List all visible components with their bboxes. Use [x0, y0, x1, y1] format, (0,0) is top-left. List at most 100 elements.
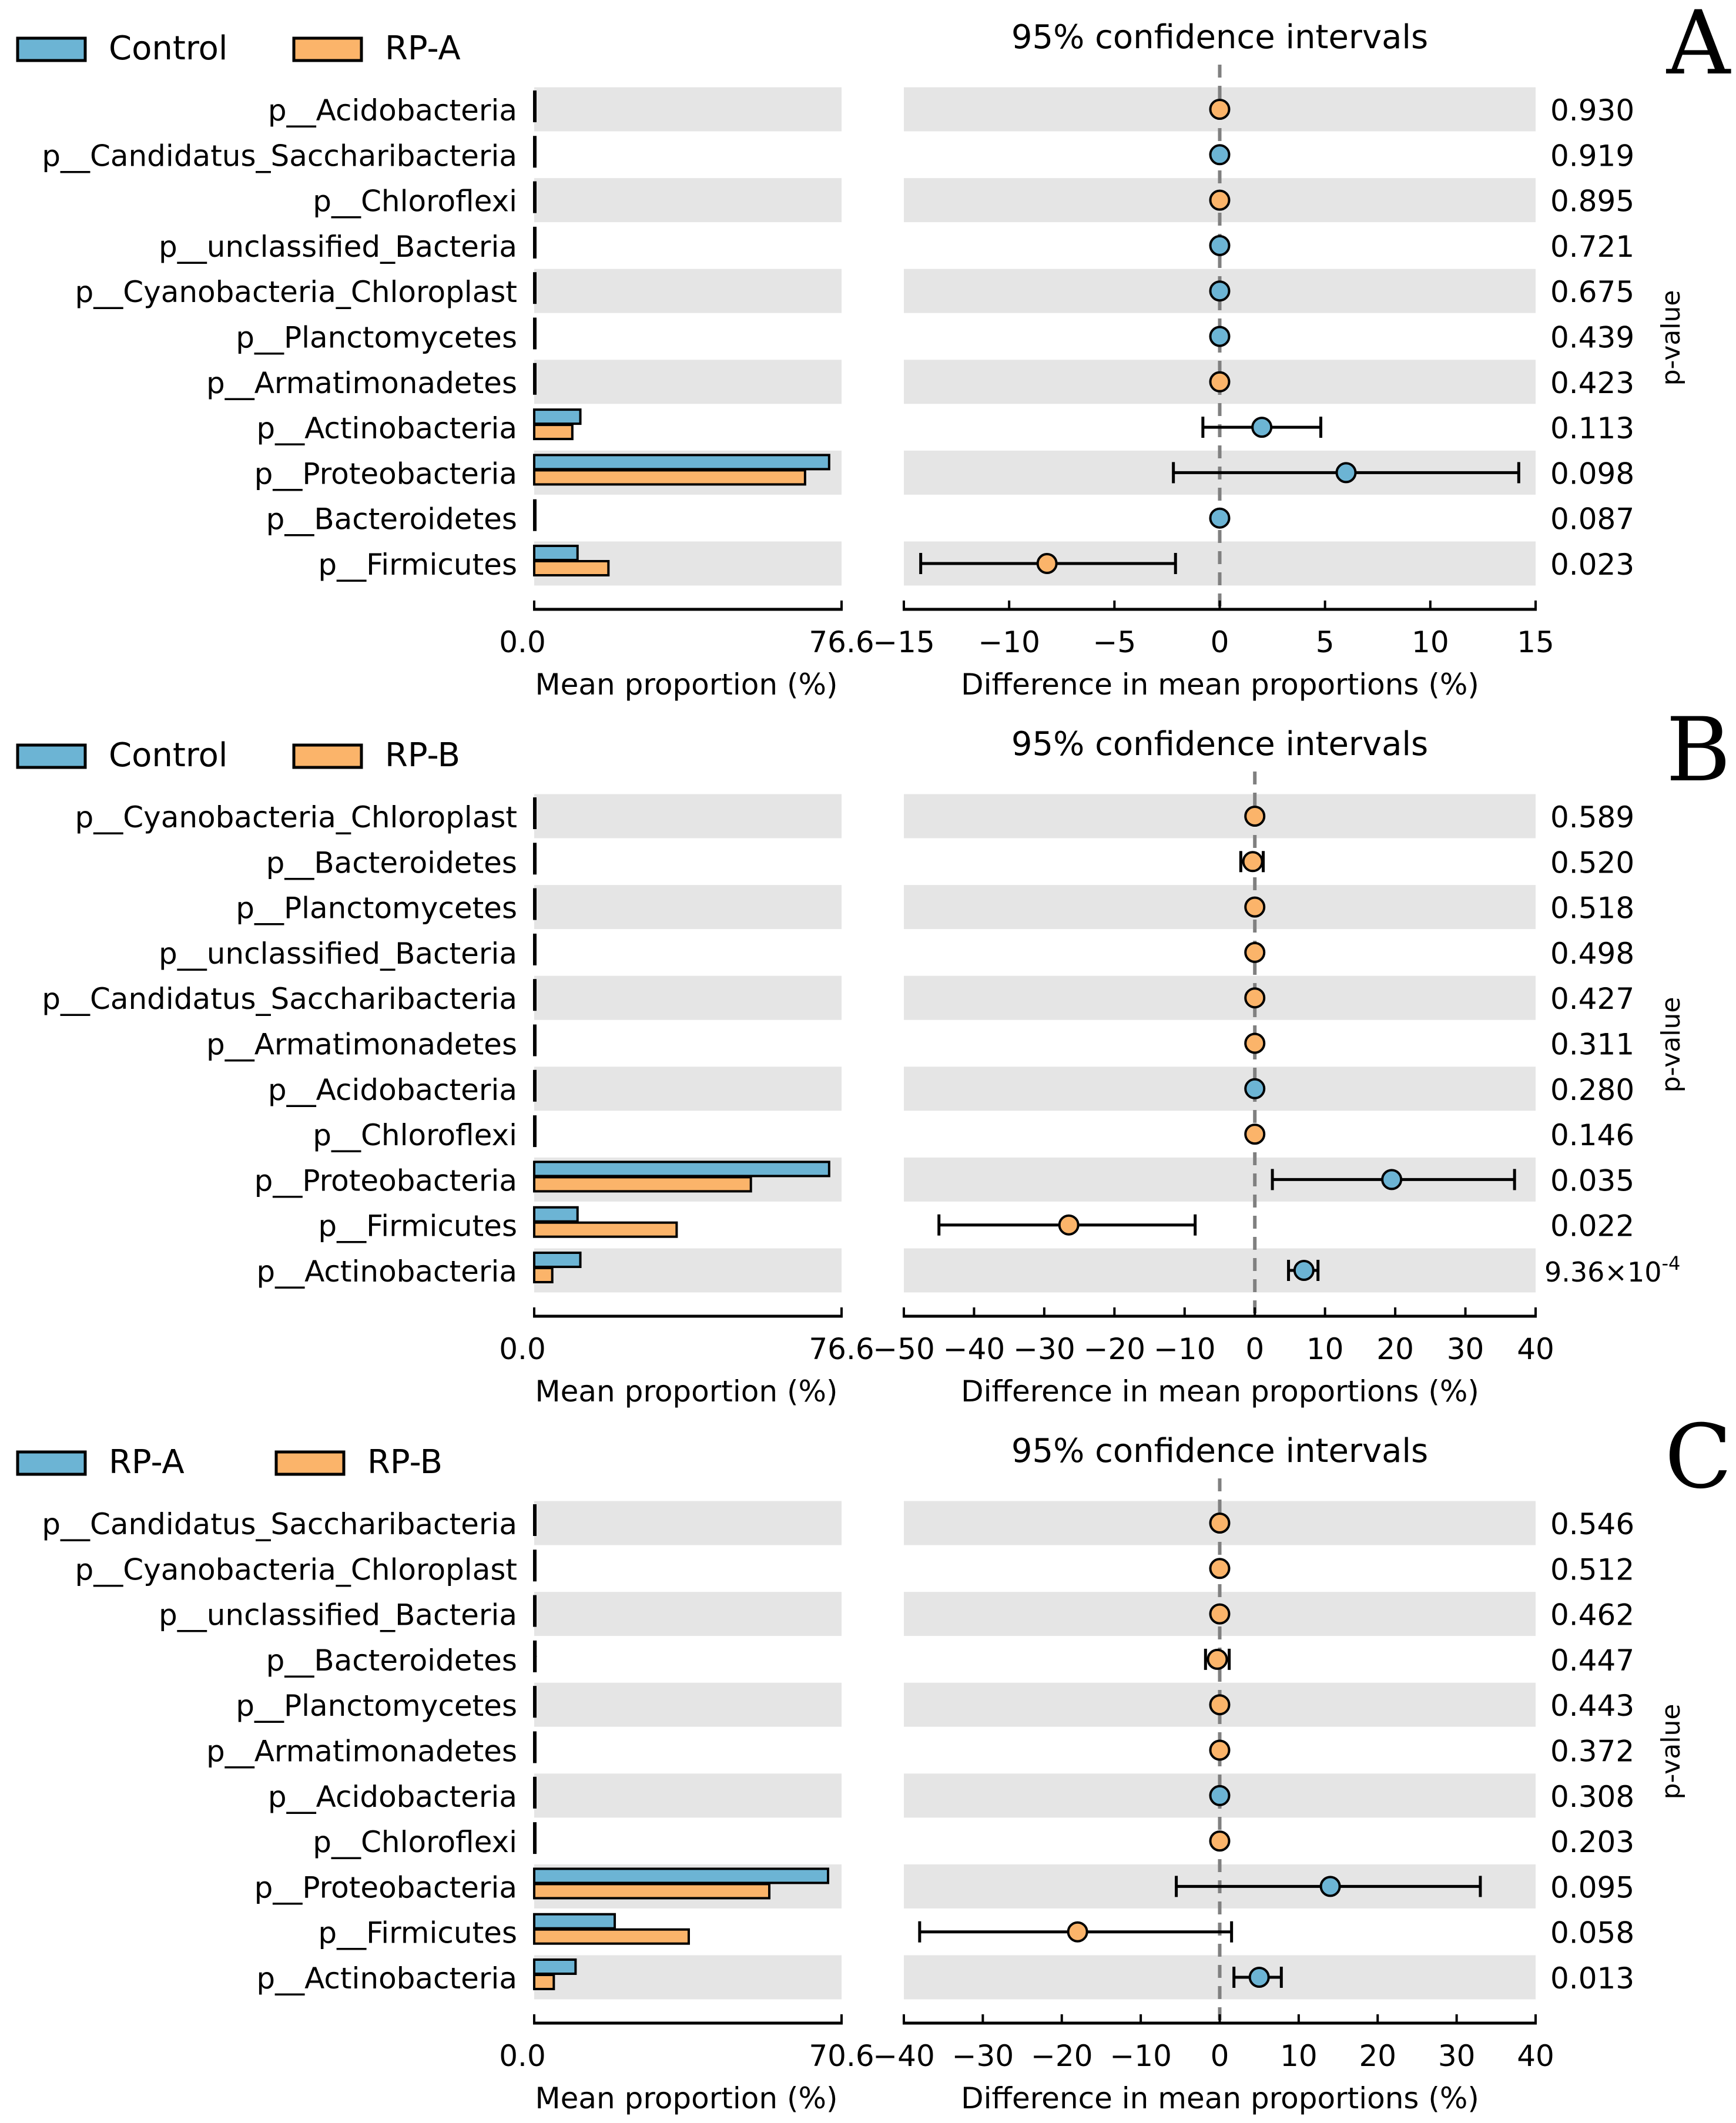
bar-rp-a	[533, 1913, 616, 1930]
category-label: p__Firmicutes	[318, 548, 517, 582]
ci-tick-label: −10	[978, 625, 1040, 659]
row-stripe	[534, 269, 842, 313]
row-stripe	[534, 1773, 842, 1818]
bar-control	[533, 136, 537, 153]
bar-rp-b	[533, 1837, 537, 1854]
category-label: p__Cyanobacteria_Chloroplast	[75, 800, 517, 834]
bar-rp-b	[533, 1792, 537, 1809]
ci-point	[1244, 806, 1266, 827]
category-label: p__Bacteroidetes	[266, 846, 517, 880]
category-label: p__Planctomycetes	[236, 1689, 517, 1723]
bar-rp-a	[533, 560, 610, 576]
p-value: 0.311	[1550, 1028, 1634, 1062]
p-value: 0.095	[1550, 1870, 1634, 1904]
bar-rp-a	[533, 1595, 537, 1612]
category-label: p__Actinobacteria	[256, 1961, 517, 1995]
ci-tick-label: −30	[952, 2039, 1014, 2073]
category-label: p__unclassified_Bacteria	[159, 1598, 517, 1632]
panel-b: B Control RP-B 95% confidence intervals p__C…	[16, 699, 1731, 1408]
category-label: p__Chloroflexi	[313, 185, 517, 219]
p-value: 0.058	[1550, 1916, 1634, 1950]
row-stripe	[904, 975, 1536, 1020]
ci-tick-label: 0	[1211, 2039, 1229, 2073]
panel-a: A Control RP-A 95% confidence intervals p__A…	[16, 0, 1731, 702]
row-stripe	[534, 178, 842, 223]
ci-tick-label: 20	[1359, 2039, 1396, 2073]
ci-tick-label: −50	[873, 1332, 935, 1366]
legend: Control RP-A	[16, 29, 461, 68]
ci-tick-label: −40	[873, 2039, 935, 2073]
p-value: 0.439	[1550, 321, 1634, 355]
bar-rp-a	[533, 151, 537, 168]
ci-tick-label: 10	[1280, 2039, 1318, 2073]
ci-point	[1209, 1694, 1231, 1716]
ci-tick-label: 10	[1306, 1332, 1344, 1366]
p-value: 0.520	[1550, 846, 1634, 880]
bar-rp-a	[533, 378, 537, 395]
ci-point	[1209, 371, 1231, 393]
bar-rp-b	[533, 1085, 537, 1102]
bar-rp-a	[533, 196, 537, 213]
bar-rp-b	[533, 1883, 771, 1900]
chart-title: 95% confidence intervals	[1011, 18, 1428, 56]
bar-rp-b	[533, 1176, 752, 1193]
ci-x-axis: −40 −30 −20 −10 0 10 20 30 40 Difference in mean …	[873, 2014, 1554, 2115]
bar-rp-b	[533, 1655, 537, 1672]
bar-control	[533, 454, 830, 471]
category-label: p__Proteobacteria	[254, 457, 517, 491]
bar-rp-b	[533, 1974, 555, 1990]
ci-tick-label: −10	[1110, 2039, 1172, 2073]
ci-x-axis: −15 −10 −5 0 5 10 15 Difference in mean proport…	[873, 601, 1554, 702]
category-label: p__Acidobacteria	[268, 1780, 517, 1814]
row-stripe	[904, 1248, 1536, 1293]
bar-rp-b	[533, 858, 537, 875]
p-value: 0.146	[1550, 1118, 1634, 1152]
bar-control	[533, 797, 537, 814]
bar-rp-a	[533, 1822, 537, 1839]
ci-point	[1209, 234, 1231, 256]
row-stripe	[534, 794, 842, 839]
p-value: 0.113	[1550, 411, 1634, 445]
bar-control	[533, 408, 582, 425]
ci-point	[1244, 1078, 1266, 1099]
bar-rp-a	[533, 1731, 537, 1748]
ci-tick-label: 15	[1517, 625, 1554, 659]
ci-point	[1335, 462, 1357, 484]
bar-rp-b	[533, 1701, 537, 1718]
legend-label: Control	[109, 736, 227, 774]
row-stripe	[904, 1066, 1536, 1111]
chart-title: 95% confidence intervals	[1011, 725, 1428, 763]
bar-control	[533, 1024, 537, 1041]
ci-point	[1209, 189, 1231, 211]
bar-tick-label: 70.6	[809, 2039, 874, 2073]
legend-swatch-2	[292, 743, 363, 769]
ci-tick-label: −5	[1092, 625, 1136, 659]
row-stripe	[534, 87, 842, 132]
category-label: p__Candidatus_Saccharibacteria	[42, 982, 517, 1016]
category-label: p__Candidatus_Saccharibacteria	[42, 139, 517, 173]
ci-x-label: Difference in mean proportions (%)	[961, 668, 1479, 702]
ci-tick-label: −30	[1013, 1332, 1075, 1366]
bar-control	[533, 226, 537, 243]
p-value-axis-label: p-value	[1656, 1704, 1686, 1800]
ci-point	[1207, 1648, 1228, 1670]
legend-label: RP-B	[385, 736, 460, 774]
category-label: p__Bacteroidetes	[266, 1644, 517, 1678]
ci-point	[1209, 1603, 1231, 1625]
legend-swatch-2	[274, 1450, 346, 1476]
legend: RP-A RP-B	[16, 1443, 443, 1481]
ci-point	[1244, 941, 1266, 963]
ci-tick-label: 30	[1438, 2039, 1476, 2073]
bar-x-axis: 0.0 70.6 Mean proportion (%)	[499, 2014, 874, 2115]
ci-tick-label: 40	[1517, 2039, 1554, 2073]
bar-tick-label: 0.0	[499, 1332, 546, 1366]
category-label: p__Chloroflexi	[313, 1825, 517, 1859]
category-label: p__Acidobacteria	[268, 1073, 517, 1107]
ci-point	[1209, 326, 1231, 347]
category-label: p__Actinobacteria	[256, 411, 517, 445]
ci-point	[1242, 851, 1264, 873]
ci-point	[1209, 144, 1231, 166]
bar-control	[533, 499, 537, 516]
legend: Control RP-B	[16, 736, 460, 774]
